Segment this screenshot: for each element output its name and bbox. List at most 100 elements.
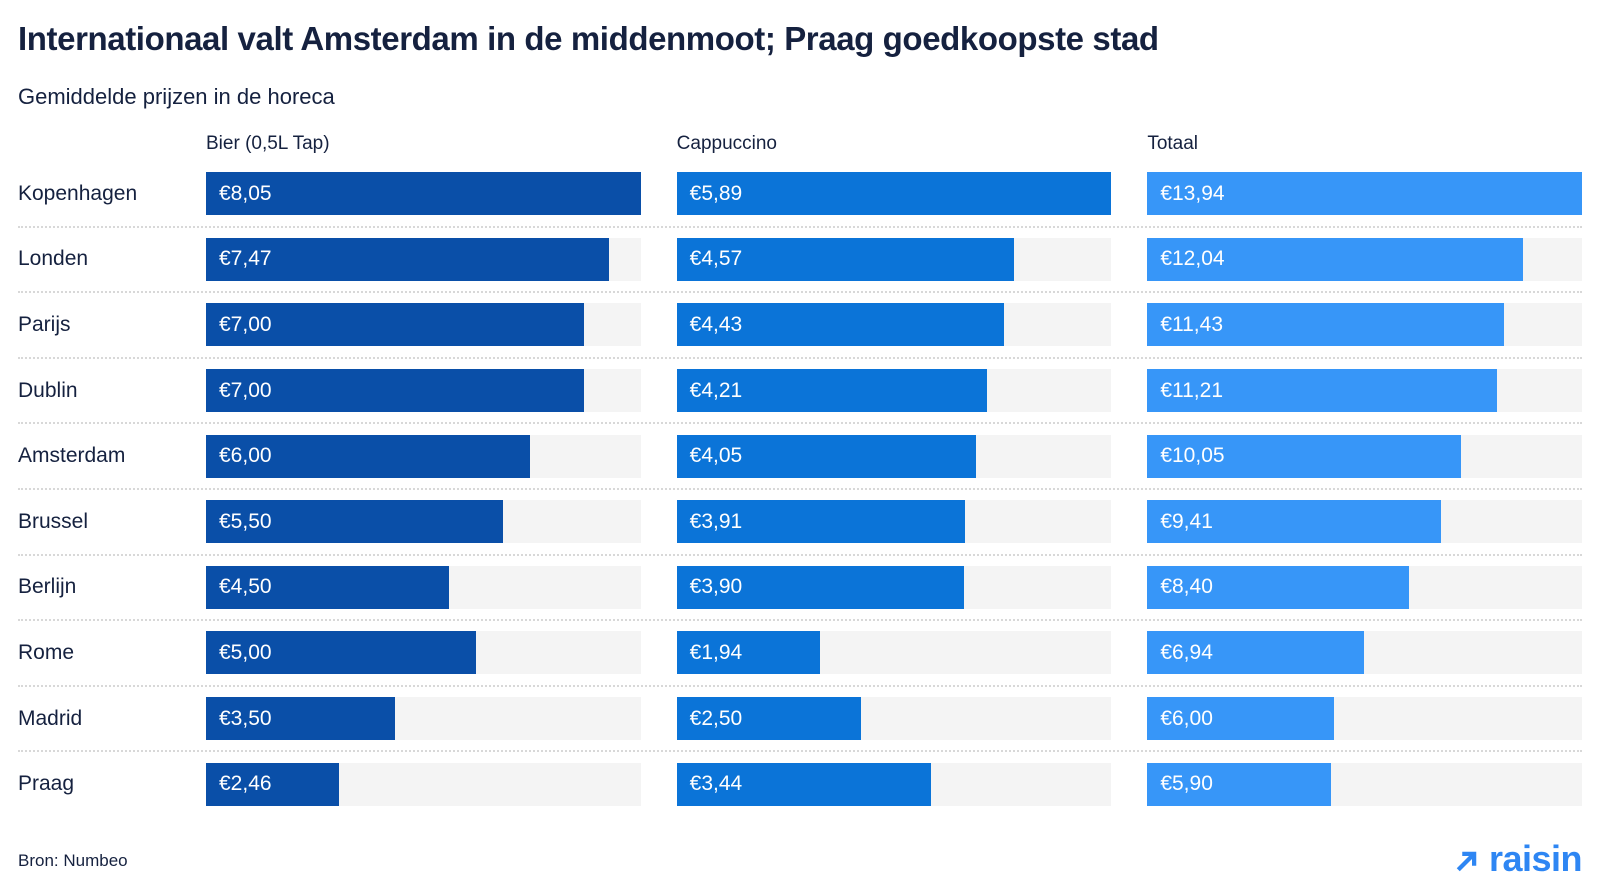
city-label: Kopenhagen	[18, 181, 138, 205]
bar-value-label: €9,41	[1160, 509, 1213, 533]
bar-track: €7,47	[206, 237, 641, 281]
bar-value-label: €5,90	[1160, 772, 1213, 796]
chart-row-dublin: Dublin €7,00 €4,21 €11,21	[18, 356, 1582, 423]
bar-track: €9,41	[1147, 500, 1582, 544]
bar-track: €4,50	[206, 565, 641, 609]
chart-row-amsterdam: Amsterdam €6,00 €4,05 €10,05	[18, 422, 1582, 488]
bar: €1,94	[676, 631, 820, 675]
bar: €5,50	[206, 500, 503, 544]
bar-value-label: €3,90	[689, 575, 743, 599]
city-label: Brussel	[18, 509, 89, 533]
bar-value-label: €3,44	[689, 772, 743, 796]
chart-footer: Bron: Numbeo raisin	[18, 837, 1583, 880]
bar-value-label: €7,00	[219, 378, 272, 402]
bar-value-label: €11,21	[1160, 378, 1223, 402]
bar-track: €5,00	[206, 631, 641, 675]
bar-value-label: €6,94	[1160, 640, 1213, 664]
city-label: Londen	[18, 247, 89, 271]
bar-track: €4,21	[676, 369, 1112, 413]
bar-track: €11,43	[1147, 303, 1582, 347]
bar-track: €6,00	[1147, 697, 1582, 741]
bar: €7,47	[206, 237, 610, 281]
bar-value-label: €5,00	[219, 640, 272, 664]
chart-row-berlijn: Berlijn €4,50 €3,90 €8,40	[18, 553, 1582, 620]
bar-value-label: €6,00	[219, 444, 272, 468]
bar: €5,90	[1147, 762, 1332, 806]
bar: €8,40	[1147, 565, 1410, 609]
page-title: Internationaal valt Amsterdam in de midd…	[18, 20, 1159, 57]
bar-value-label: €7,00	[219, 312, 272, 336]
bar-value-label: €4,43	[689, 312, 743, 336]
city-label: Dublin	[18, 378, 78, 402]
bar: €3,44	[676, 762, 931, 806]
bar-track: €8,40	[1147, 565, 1582, 609]
bar-value-label: €4,50	[219, 575, 272, 599]
bar-value-label: €3,50	[219, 706, 272, 730]
chart-row-brussel: Brussel €5,50 €3,91 €9,41	[18, 487, 1582, 554]
bar-track: €2,46	[206, 762, 641, 806]
chart-row-parijs: Parijs €7,00 €4,43 €11,43	[18, 291, 1582, 357]
column-header-cappuccino: Cappuccino	[676, 133, 777, 154]
bar-track: €8,05	[206, 172, 641, 216]
bar-track: €5,90	[1147, 762, 1582, 806]
bar: €5,00	[206, 631, 476, 675]
bar: €11,43	[1147, 303, 1504, 347]
bar-track: €5,89	[676, 172, 1112, 216]
bar: €10,05	[1147, 434, 1461, 478]
bar-value-label: €13,94	[1160, 181, 1225, 205]
bar: €2,46	[206, 762, 339, 806]
chart-row-rome: Rome €5,00 €1,94 €6,94	[18, 619, 1582, 685]
raisin-wordmark: raisin	[1488, 837, 1583, 879]
city-label: Madrid	[18, 706, 83, 730]
bar: €4,05	[676, 434, 976, 478]
bar-track: €2,50	[676, 697, 1112, 741]
bar: €4,43	[676, 303, 1004, 347]
chart-row-praag: Praag €2,46 €3,44 €5,90	[18, 750, 1582, 816]
city-label: Amsterdam	[18, 444, 126, 468]
bar: €2,50	[676, 697, 862, 741]
bar-value-label: €8,40	[1160, 575, 1213, 599]
bar-value-label: €4,21	[689, 378, 743, 402]
bar: €7,00	[206, 369, 584, 413]
bar-track: €13,94	[1147, 172, 1582, 216]
chart-row-londen: Londen €7,47 €4,57 €12,04	[18, 225, 1582, 292]
bar-track: €3,50	[206, 697, 641, 741]
bar-value-label: €5,89	[689, 181, 743, 205]
bar-track: €1,94	[676, 631, 1112, 675]
bar-track: €12,04	[1147, 237, 1582, 281]
bar: €6,00	[1147, 697, 1335, 741]
bar-track: €4,43	[676, 303, 1112, 347]
chart-subtitle: Gemiddelde prijzen in de horeca	[18, 84, 335, 109]
bar-track: €11,21	[1147, 369, 1582, 413]
bar-track: €3,90	[676, 565, 1112, 609]
bar: €13,94	[1147, 172, 1582, 216]
bar: €5,89	[676, 172, 1112, 216]
bar-value-label: €4,05	[689, 444, 743, 468]
bar: €3,91	[676, 500, 966, 544]
bar: €6,94	[1147, 631, 1364, 675]
bar-track: €7,00	[206, 303, 641, 347]
bar-track: €3,91	[676, 500, 1112, 544]
city-label: Parijs	[18, 312, 71, 336]
bar-value-label: €7,47	[219, 247, 272, 271]
bar: €6,00	[206, 434, 530, 478]
city-label: Berlijn	[18, 575, 77, 599]
bar-value-label: €6,00	[1160, 706, 1213, 730]
bar-track: €4,05	[676, 434, 1112, 478]
bar: €3,90	[676, 565, 965, 609]
bar-value-label: €4,57	[689, 247, 743, 271]
bar: €4,21	[676, 369, 988, 413]
bar-value-label: €1,94	[689, 640, 743, 664]
bar-track: €4,57	[676, 237, 1112, 281]
column-header-totaal: Totaal	[1147, 133, 1199, 154]
source-note: Bron: Numbeo	[18, 850, 128, 870]
bar-value-label: €12,04	[1160, 247, 1225, 271]
bar: €4,57	[676, 237, 1014, 281]
bar-track: €6,00	[206, 434, 641, 478]
bar-track: €6,94	[1147, 631, 1582, 675]
bar: €4,50	[206, 565, 449, 609]
chart-column-headers: Bier (0,5L Tap) Cappuccino Totaal	[18, 130, 1582, 162]
bar-track: €10,05	[1147, 434, 1582, 478]
arrow-up-right-icon	[1456, 851, 1477, 872]
